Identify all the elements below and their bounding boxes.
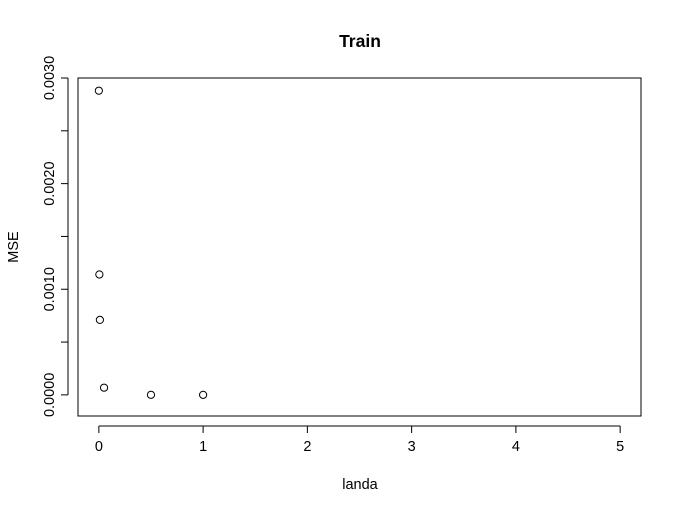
y-tick-label: 0.0010 <box>42 267 58 311</box>
x-tick-label: 0 <box>95 439 103 455</box>
x-tick-label: 1 <box>199 439 207 455</box>
data-point <box>95 270 104 279</box>
plot-frame <box>77 77 642 417</box>
x-tick-label: 5 <box>616 439 624 455</box>
chart-title: Train <box>339 31 381 51</box>
y-tick-label: 0.0000 <box>42 373 58 417</box>
y-tick-label: 0.0020 <box>42 161 58 205</box>
data-points <box>94 86 208 399</box>
data-point <box>199 390 208 399</box>
x-tick-label: 2 <box>303 439 311 455</box>
data-point <box>94 86 103 95</box>
x-tick-label: 3 <box>408 439 416 455</box>
y-axis: 0.0000 0.0010 0.0020 0.0030 <box>42 56 69 417</box>
data-point <box>99 383 109 392</box>
x-axis-title: landa <box>342 477 378 493</box>
x-axis: 0 1 2 3 4 5 <box>95 425 624 455</box>
data-point <box>95 315 104 324</box>
x-tick-label: 4 <box>512 439 520 455</box>
y-axis-title: MSE <box>6 231 22 263</box>
data-point <box>146 390 156 399</box>
y-tick-label: 0.0030 <box>42 56 58 100</box>
